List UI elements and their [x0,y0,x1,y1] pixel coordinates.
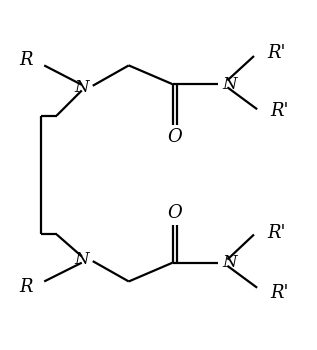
Text: R': R' [270,102,289,120]
Text: N: N [222,76,237,93]
Text: O: O [167,128,182,146]
Text: O: O [167,204,182,222]
Text: N: N [74,251,88,268]
Text: R': R' [267,224,286,242]
Text: N: N [74,79,88,96]
Text: R': R' [270,284,289,302]
Text: R: R [19,51,32,69]
Text: R': R' [267,44,286,62]
Text: R: R [19,278,32,296]
Text: N: N [222,254,237,271]
